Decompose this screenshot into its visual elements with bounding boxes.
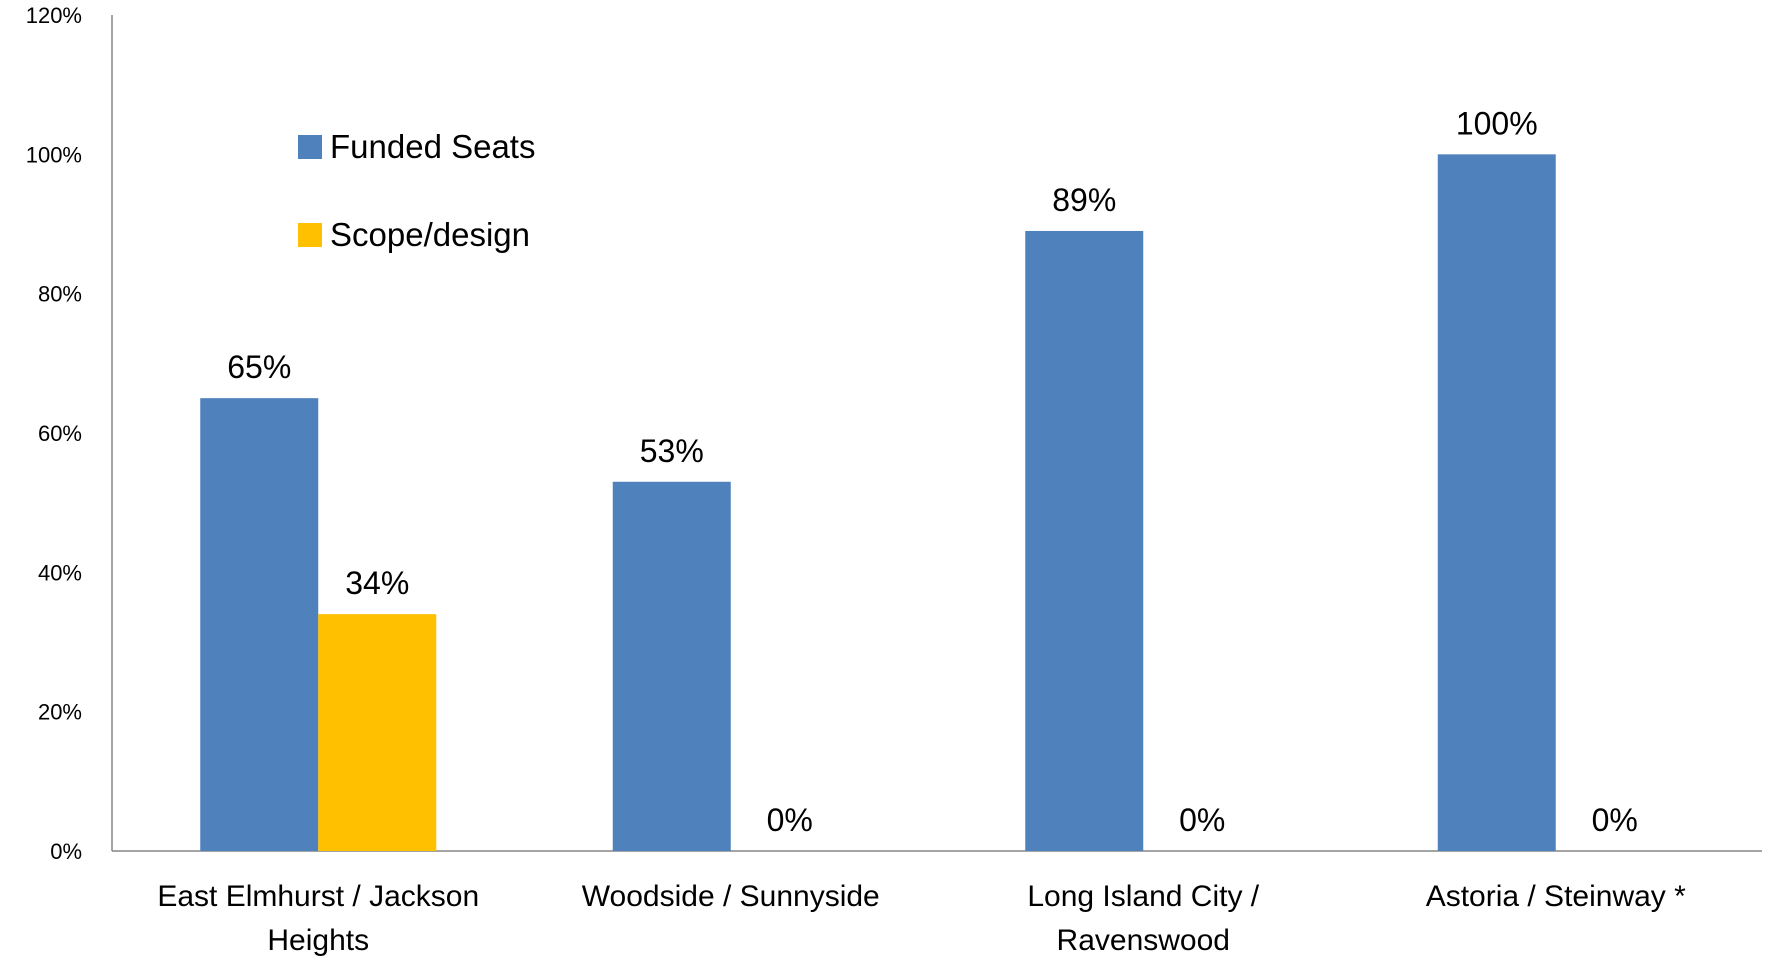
data-labels: 65% 53% 89% 100% 34% 0% 0% 0% — [227, 105, 1638, 838]
data-label: 89% — [1052, 182, 1116, 218]
bar-funded-seats — [200, 398, 319, 851]
data-label: 0% — [1592, 802, 1638, 838]
y-tick-label: 100% — [26, 142, 82, 167]
data-label: 0% — [1179, 802, 1225, 838]
bar-funded-seats — [1437, 154, 1556, 852]
bar-funded-seats — [612, 481, 731, 851]
category-label: East Elmhurst / Jackson Heights — [157, 880, 479, 957]
data-label: 65% — [227, 349, 291, 385]
y-tick-label: 60% — [38, 421, 82, 446]
data-label: 53% — [640, 433, 704, 469]
data-label: 100% — [1456, 105, 1538, 141]
y-tick-label: 120% — [26, 3, 82, 28]
category-label: Astoria / Steinway * — [1426, 880, 1686, 913]
y-tick-labels: 0% 20% 40% 60% 80% 100% 120% — [26, 3, 82, 864]
bar-scope-design — [318, 614, 437, 851]
category-label: Long Island City / Ravenswood — [1027, 880, 1259, 957]
bars — [200, 154, 1556, 852]
data-label: 0% — [767, 802, 813, 838]
y-tick-label: 40% — [38, 560, 82, 585]
legend-swatch — [298, 223, 322, 247]
legend-label: Funded Seats — [330, 128, 535, 165]
category-labels: East Elmhurst / Jackson Heights Woodside /… — [157, 880, 1686, 957]
data-label: 34% — [345, 565, 409, 601]
category-label: Woodside / Sunnyside — [582, 880, 880, 913]
y-tick-label: 0% — [50, 839, 82, 864]
y-tick-label: 80% — [38, 282, 82, 307]
legend-swatch — [298, 135, 322, 159]
legend-label: Scope/design — [330, 216, 530, 253]
bar-funded-seats — [1025, 230, 1144, 851]
legend: Funded Seats Scope/design — [298, 128, 535, 253]
y-tick-label: 20% — [38, 700, 82, 725]
